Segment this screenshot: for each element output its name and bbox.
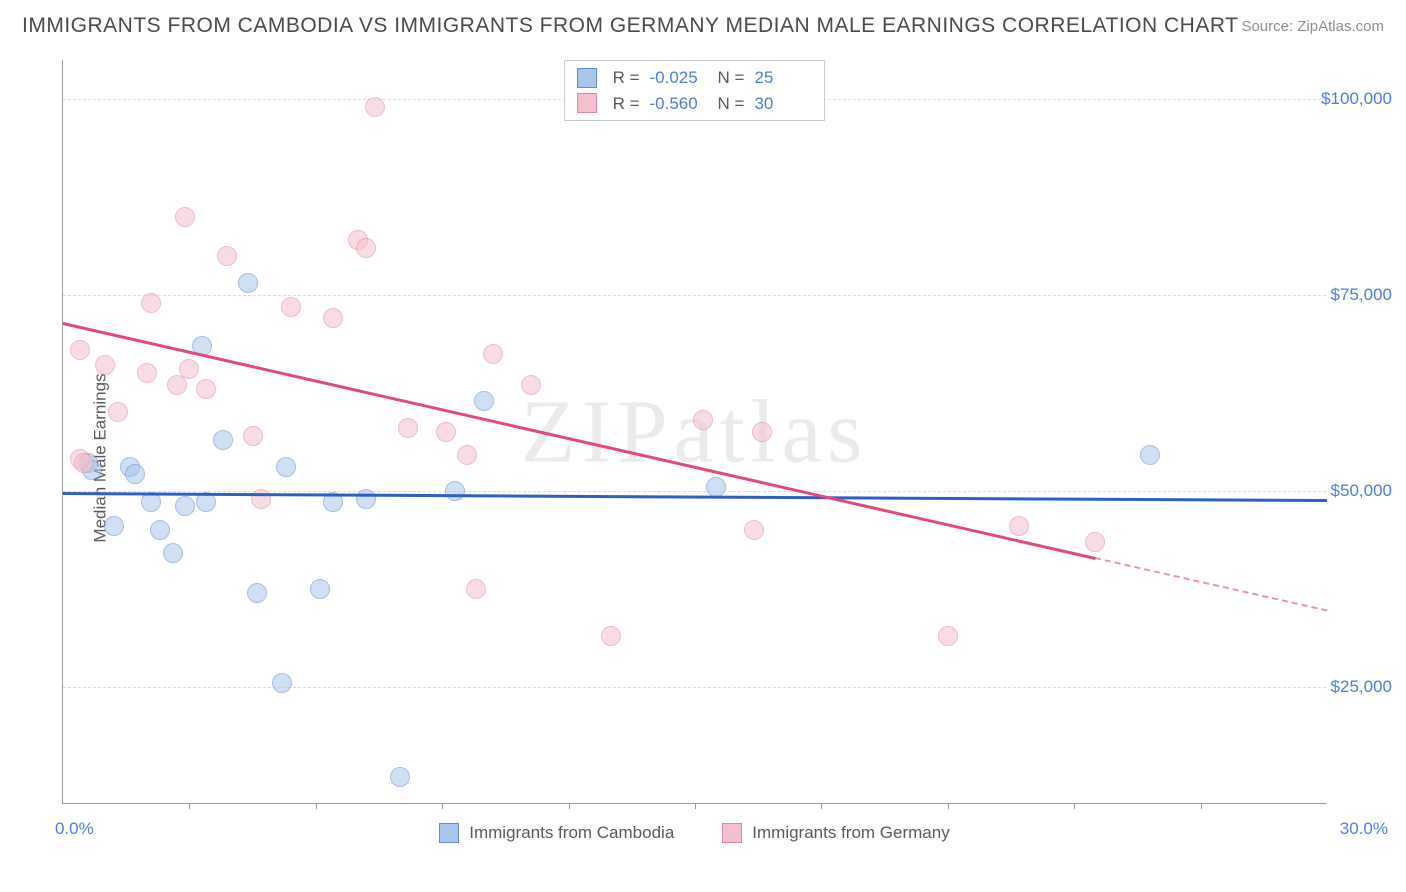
data-point-germany xyxy=(108,402,128,422)
data-point-cambodia xyxy=(247,583,267,603)
data-point-germany xyxy=(356,238,376,258)
data-point-germany xyxy=(95,355,115,375)
data-point-cambodia xyxy=(175,496,195,516)
x-tick xyxy=(316,803,317,809)
chart-header: IMMIGRANTS FROM CAMBODIA VS IMMIGRANTS F… xyxy=(0,0,1406,46)
data-point-germany xyxy=(175,207,195,227)
data-point-cambodia xyxy=(238,273,258,293)
chart-title: IMMIGRANTS FROM CAMBODIA VS IMMIGRANTS F… xyxy=(22,14,1238,38)
data-point-germany xyxy=(281,297,301,317)
data-point-germany xyxy=(365,97,385,117)
data-point-germany xyxy=(141,293,161,313)
data-point-cambodia xyxy=(150,520,170,540)
stat-r-value: -0.025 xyxy=(650,65,708,91)
data-point-germany xyxy=(179,359,199,379)
data-point-germany xyxy=(601,626,621,646)
legend-item-germany: Immigrants from Germany xyxy=(722,823,949,843)
data-point-germany xyxy=(74,453,94,473)
x-tick xyxy=(1074,803,1075,809)
data-point-germany xyxy=(217,246,237,266)
data-point-germany xyxy=(251,489,271,509)
stat-r-key: R = xyxy=(607,91,640,117)
stats-row-cambodia: R = -0.025 N = 25 xyxy=(577,65,813,91)
gridline xyxy=(63,295,1326,296)
stat-n-value: 30 xyxy=(754,91,812,117)
chart-source: Source: ZipAtlas.com xyxy=(1241,18,1384,35)
y-tick-label: $50,000 xyxy=(1331,481,1392,501)
data-point-cambodia xyxy=(390,767,410,787)
bottom-legend: Immigrants from Cambodia Immigrants from … xyxy=(63,823,1326,843)
x-end-label: 30.0% xyxy=(1340,819,1388,839)
data-point-cambodia xyxy=(706,477,726,497)
data-point-germany xyxy=(693,410,713,430)
data-point-cambodia xyxy=(276,457,296,477)
chart-container: Median Male Earnings ZIPatlas $25,000$50… xyxy=(20,58,1384,858)
swatch-icon xyxy=(439,823,459,843)
gridline xyxy=(63,687,1326,688)
data-point-cambodia xyxy=(141,492,161,512)
stat-n-key: N = xyxy=(718,65,745,91)
data-point-germany xyxy=(752,422,772,442)
stat-n-value: 25 xyxy=(754,65,812,91)
data-point-cambodia xyxy=(104,516,124,536)
data-point-cambodia xyxy=(310,579,330,599)
data-point-germany xyxy=(521,375,541,395)
stats-row-germany: R = -0.560 N = 30 xyxy=(577,91,813,117)
y-tick-label: $25,000 xyxy=(1331,677,1392,697)
y-tick-label: $100,000 xyxy=(1321,89,1392,109)
data-point-germany xyxy=(323,308,343,328)
legend-label: Immigrants from Cambodia xyxy=(469,823,674,843)
data-point-cambodia xyxy=(163,543,183,563)
data-point-cambodia xyxy=(125,464,145,484)
x-tick xyxy=(1201,803,1202,809)
data-point-germany xyxy=(457,445,477,465)
x-tick xyxy=(695,803,696,809)
data-point-germany xyxy=(436,422,456,442)
data-point-germany xyxy=(938,626,958,646)
stat-r-value: -0.560 xyxy=(650,91,708,117)
data-point-cambodia xyxy=(445,481,465,501)
data-point-germany xyxy=(70,340,90,360)
trend-line xyxy=(1095,557,1327,611)
data-point-cambodia xyxy=(196,492,216,512)
x-tick xyxy=(821,803,822,809)
data-point-germany xyxy=(483,344,503,364)
data-point-germany xyxy=(744,520,764,540)
x-tick xyxy=(442,803,443,809)
data-point-cambodia xyxy=(356,489,376,509)
data-point-germany xyxy=(1085,532,1105,552)
stat-r-key: R = xyxy=(607,65,640,91)
x-tick xyxy=(189,803,190,809)
data-point-germany xyxy=(243,426,263,446)
data-point-cambodia xyxy=(1140,445,1160,465)
data-point-germany xyxy=(1009,516,1029,536)
swatch-icon xyxy=(722,823,742,843)
y-tick-label: $75,000 xyxy=(1331,285,1392,305)
plot-area: ZIPatlas $25,000$50,000$75,000$100,0000.… xyxy=(62,60,1326,804)
data-point-cambodia xyxy=(213,430,233,450)
data-point-germany xyxy=(466,579,486,599)
data-point-germany xyxy=(137,363,157,383)
swatch-icon xyxy=(577,68,597,88)
legend-label: Immigrants from Germany xyxy=(752,823,949,843)
x-tick xyxy=(569,803,570,809)
data-point-cambodia xyxy=(474,391,494,411)
stats-legend: R = -0.025 N = 25 R = -0.560 N = 30 xyxy=(564,60,826,121)
stat-n-key: N = xyxy=(718,91,745,117)
data-point-germany xyxy=(196,379,216,399)
data-point-germany xyxy=(398,418,418,438)
x-tick xyxy=(948,803,949,809)
swatch-icon xyxy=(577,93,597,113)
legend-item-cambodia: Immigrants from Cambodia xyxy=(439,823,674,843)
data-point-cambodia xyxy=(272,673,292,693)
